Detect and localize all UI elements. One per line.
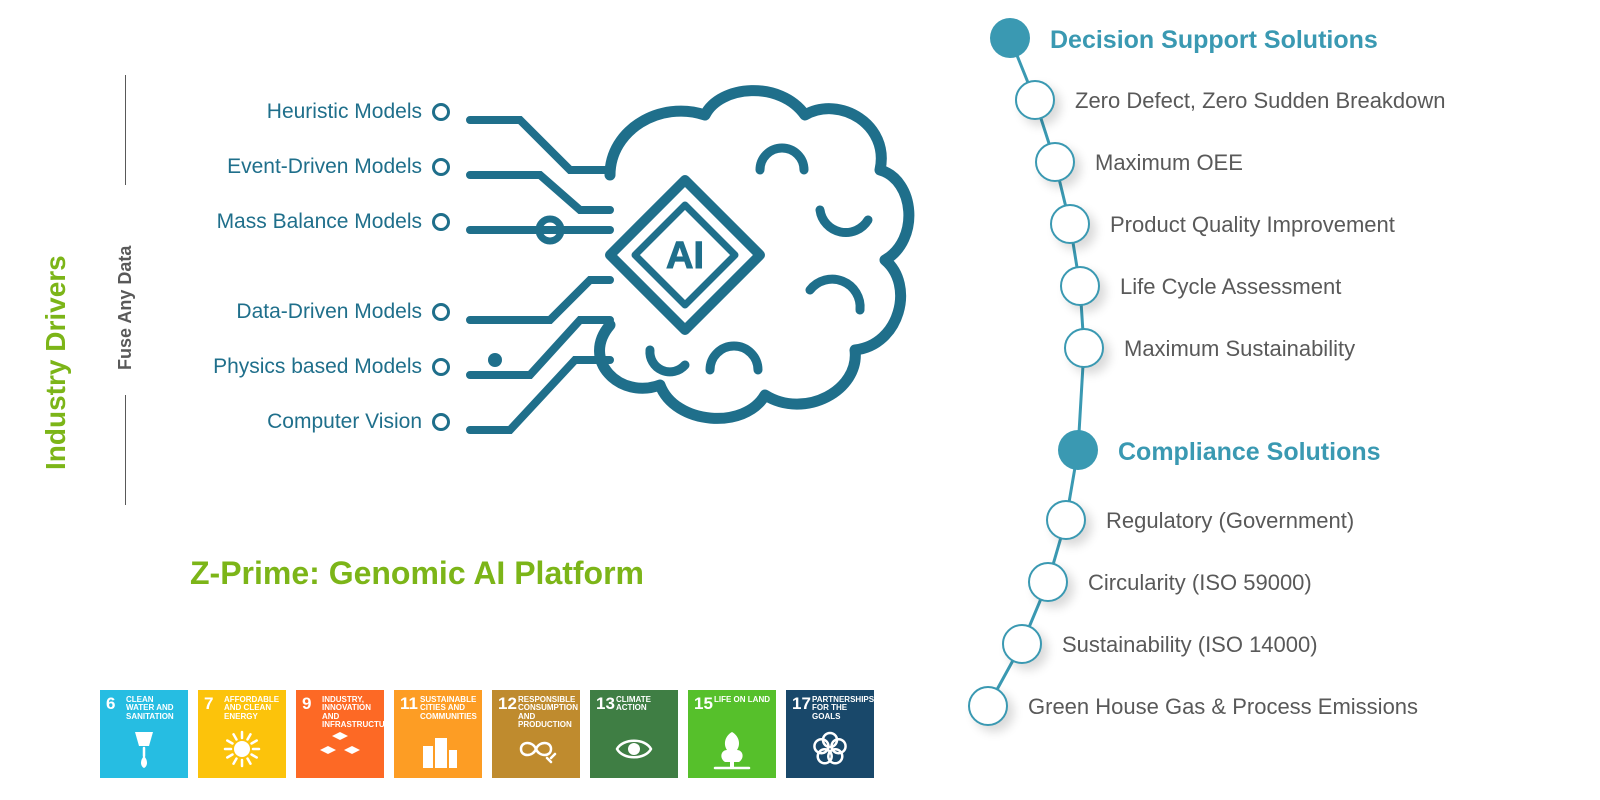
timeline-item-node — [968, 686, 1008, 726]
ai-brain-graphic: AI — [460, 60, 920, 480]
sdg-tile-row: 6 CLEAN WATER AND SANITATION 7 AFFORDABLE A… — [100, 690, 874, 778]
sdg-number: 6 — [106, 694, 115, 714]
fuse-line-top — [125, 75, 126, 185]
model-input-label: Event-Driven Models — [227, 155, 422, 179]
sdg-number: 11 — [400, 694, 418, 714]
sdg-icon — [492, 726, 580, 772]
timeline-item-node — [1060, 266, 1100, 306]
connector-dot-icon — [432, 413, 450, 431]
sdg-tile: 13CLIMATE ACTION — [590, 690, 678, 778]
connector-dot-icon — [432, 158, 450, 176]
sdg-icon — [590, 726, 678, 772]
sdg-tile: 9 INDUSTRY, INNOVATION AND INFRASTRUCTURE — [296, 690, 384, 778]
model-input-row: Mass Balance Models — [217, 210, 450, 234]
sdg-tile: 17PARTNERSHIPS FOR THE GOALS — [786, 690, 874, 778]
platform-title: Z-Prime: Genomic AI Platform — [190, 555, 644, 592]
sdg-number: 7 — [204, 694, 213, 714]
timeline-item-label: Zero Defect, Zero Sudden Breakdown — [1075, 88, 1446, 114]
sdg-label: AFFORDABLE AND CLEAN ENERGY — [224, 696, 282, 721]
model-input-label: Physics based Models — [213, 355, 422, 379]
sdg-icon — [198, 726, 286, 772]
sdg-number: 13 — [596, 694, 615, 714]
timeline-item-label: Product Quality Improvement — [1110, 212, 1395, 238]
sdg-number: 12 — [498, 694, 517, 714]
model-input-row: Computer Vision — [267, 410, 450, 434]
sdg-number: 17 — [792, 694, 811, 714]
sdg-number: 9 — [302, 694, 311, 714]
timeline-item-label: Regulatory (Government) — [1106, 508, 1354, 534]
sdg-tile: 6 CLEAN WATER AND SANITATION — [100, 690, 188, 778]
timeline-item-label: Life Cycle Assessment — [1120, 274, 1341, 300]
timeline-item-node — [1046, 500, 1086, 540]
infographic-stage: Industry Drivers Fuse Any Data Heuristic… — [0, 0, 1600, 800]
sdg-label: SUSTAINABLE CITIES AND COMMUNITIES — [420, 696, 478, 721]
sdg-tile: 7 AFFORDABLE AND CLEAN ENERGY — [198, 690, 286, 778]
fuse-any-data-label: Fuse Any Data — [115, 246, 136, 370]
sdg-icon — [296, 726, 384, 772]
sdg-icon — [688, 726, 776, 772]
sdg-label: CLEAN WATER AND SANITATION — [126, 696, 184, 721]
timeline-header-node — [1058, 430, 1098, 470]
timeline-item-label: Maximum OEE — [1095, 150, 1243, 176]
model-input-row: Physics based Models — [213, 355, 450, 379]
sdg-tile: 11SUSTAINABLE CITIES AND COMMUNITIES — [394, 690, 482, 778]
timeline-header-label: Decision Support Solutions — [1050, 26, 1378, 55]
sdg-tile: 12RESPONSIBLE CONSUMPTION AND PRODUCTION — [492, 690, 580, 778]
model-input-label: Computer Vision — [267, 410, 422, 434]
sdg-label: PARTNERSHIPS FOR THE GOALS — [812, 696, 870, 721]
timeline-item-node — [1050, 204, 1090, 244]
sdg-icon — [100, 726, 188, 772]
timeline-header-node — [990, 18, 1030, 58]
sdg-icon — [786, 726, 874, 772]
timeline-item-node — [1002, 624, 1042, 664]
timeline-item-node — [1015, 80, 1055, 120]
sdg-label: INDUSTRY, INNOVATION AND INFRASTRUCTURE — [322, 696, 380, 730]
sdg-label: CLIMATE ACTION — [616, 696, 674, 713]
solutions-timeline: Decision Support Solutions Zero Defect, Z… — [930, 0, 1590, 800]
connector-dot-icon — [432, 303, 450, 321]
model-input-label: Heuristic Models — [267, 100, 422, 124]
connector-dot-icon — [432, 213, 450, 231]
timeline-item-label: Green House Gas & Process Emissions — [1028, 694, 1418, 720]
model-input-row: Data-Driven Models — [236, 300, 450, 324]
connector-dot-icon — [432, 103, 450, 121]
model-input-label: Data-Driven Models — [236, 300, 422, 324]
timeline-item-label: Maximum Sustainability — [1124, 336, 1355, 362]
sdg-tile: 15LIFE ON LAND — [688, 690, 776, 778]
timeline-item-label: Sustainability (ISO 14000) — [1062, 632, 1318, 658]
sdg-number: 15 — [694, 694, 713, 714]
model-input-row: Heuristic Models — [267, 100, 450, 124]
timeline-item-node — [1035, 142, 1075, 182]
model-input-row: Event-Driven Models — [227, 155, 450, 179]
svg-text:AI: AI — [666, 235, 704, 277]
sdg-label: LIFE ON LAND — [714, 696, 772, 704]
model-input-label: Mass Balance Models — [217, 210, 422, 234]
sdg-label: RESPONSIBLE CONSUMPTION AND PRODUCTION — [518, 696, 576, 730]
timeline-item-node — [1028, 562, 1068, 602]
connector-dot-icon — [432, 358, 450, 376]
sdg-icon — [394, 726, 482, 772]
timeline-item-label: Circularity (ISO 59000) — [1088, 570, 1312, 596]
timeline-header-label: Compliance Solutions — [1118, 438, 1381, 467]
fuse-line-bottom — [125, 395, 126, 505]
industry-drivers-label: Industry Drivers — [40, 255, 72, 470]
timeline-item-node — [1064, 328, 1104, 368]
